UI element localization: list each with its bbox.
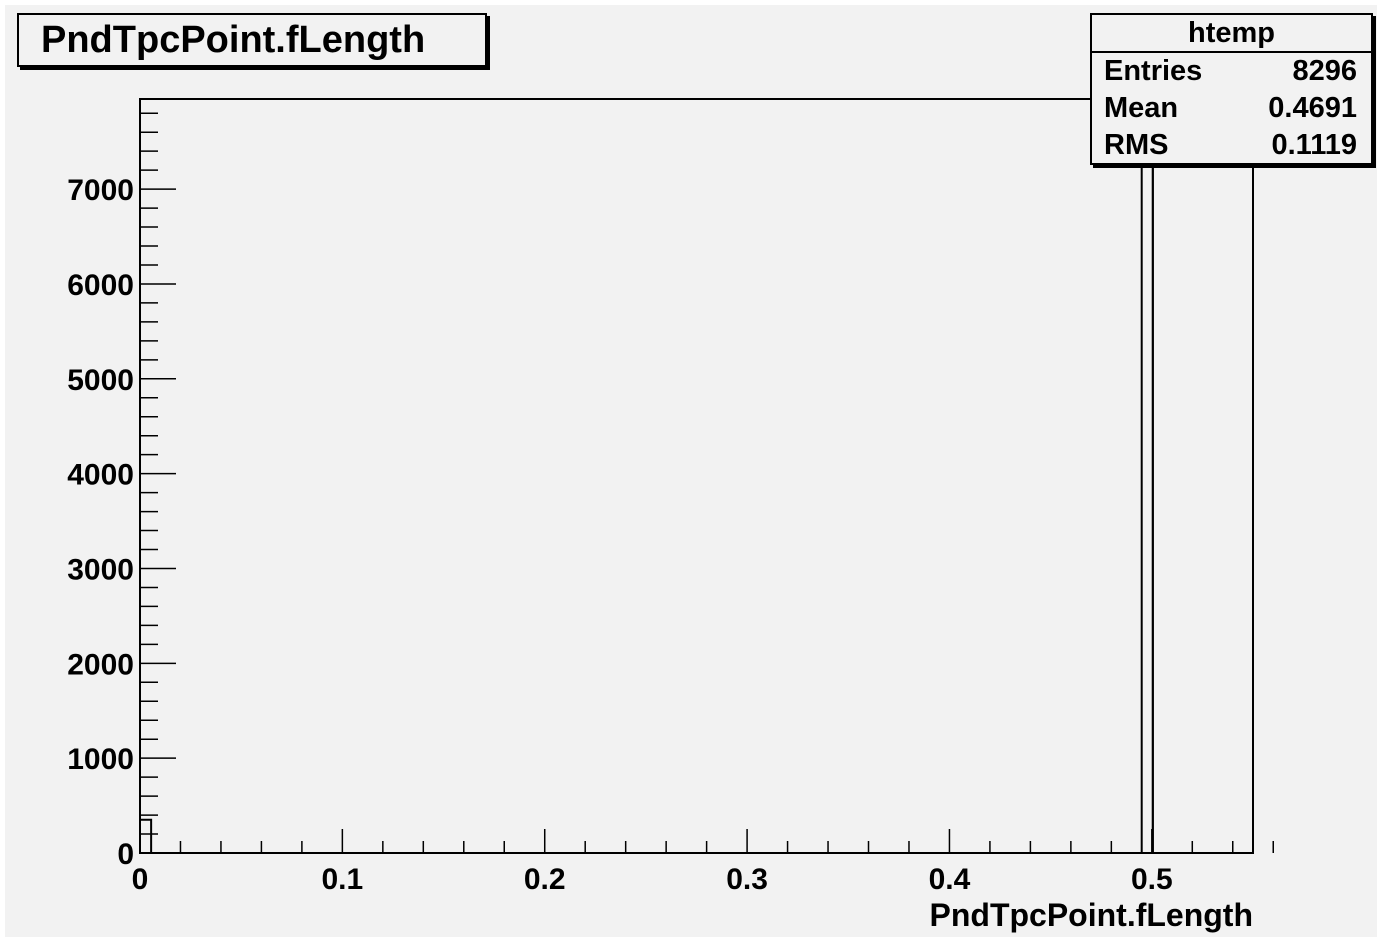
y-tick-label: 7000 bbox=[67, 174, 134, 207]
y-tick-label: 5000 bbox=[67, 364, 134, 397]
y-tick-label: 0 bbox=[117, 838, 134, 871]
stats-box: htemp Entries 8296 Mean 0.4691 RMS 0.111… bbox=[1090, 13, 1373, 165]
x-tick-label: 0.1 bbox=[322, 863, 364, 896]
root-canvas: 0 1000 2000 3000 4000 5000 6000 7000 0 0.1 0.2 0.3 0… bbox=[5, 5, 1377, 937]
plot-title: PndTpcPoint.fLength bbox=[41, 18, 426, 61]
x-tick-label: 0 bbox=[132, 863, 149, 896]
histogram-bin bbox=[1151, 98, 1254, 853]
y-tick-label: 4000 bbox=[67, 459, 134, 492]
y-tick-label: 2000 bbox=[67, 648, 134, 681]
y-tick-label: 6000 bbox=[67, 269, 134, 302]
x-tick-label: 0.3 bbox=[726, 863, 768, 896]
stats-value: 8296 bbox=[1292, 55, 1357, 87]
histogram-plot: 0 1000 2000 3000 4000 5000 6000 7000 0 0.1 0.2 0.3 0… bbox=[67, 98, 1274, 933]
histogram-bin bbox=[1140, 98, 1154, 853]
stats-title: htemp bbox=[1092, 15, 1371, 53]
stats-label: Mean bbox=[1104, 92, 1179, 124]
stats-row-mean: Mean 0.4691 bbox=[1092, 90, 1371, 127]
stats-value: 0.1119 bbox=[1271, 129, 1358, 161]
stats-label: Entries bbox=[1104, 55, 1203, 87]
stats-label: RMS bbox=[1104, 129, 1169, 161]
y-tick-label: 1000 bbox=[67, 743, 134, 776]
x-axis-title: PndTpcPoint.fLength bbox=[930, 897, 1254, 933]
x-tick-label: 0.5 bbox=[1131, 863, 1173, 896]
x-tick-label: 0.4 bbox=[929, 863, 971, 896]
y-tick-label: 3000 bbox=[67, 553, 134, 586]
stats-row-entries: Entries 8296 bbox=[1092, 53, 1371, 90]
plot-title-box: PndTpcPoint.fLength bbox=[17, 13, 487, 67]
x-tick-label: 0.2 bbox=[524, 863, 566, 896]
stats-value: 0.4691 bbox=[1268, 92, 1357, 124]
histogram-bin bbox=[139, 818, 153, 853]
stats-row-rms: RMS 0.1119 bbox=[1092, 127, 1371, 164]
plot-frame bbox=[139, 98, 1254, 854]
